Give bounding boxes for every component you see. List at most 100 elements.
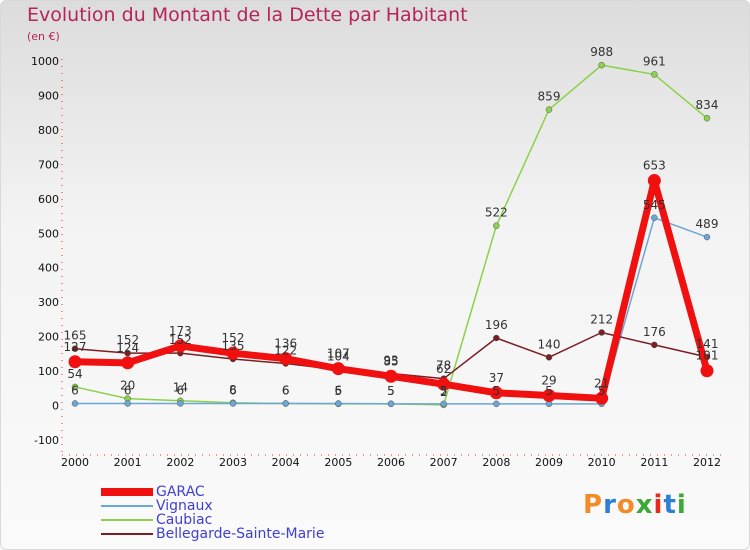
y-tick-label: 200 <box>38 331 59 344</box>
data-point-garac <box>489 386 503 400</box>
data-point-garac <box>384 369 398 383</box>
data-label-garac: 37 <box>489 371 504 385</box>
data-point-garac <box>279 352 293 366</box>
data-point-vignaux <box>229 400 237 407</box>
logo-letter: i <box>676 490 687 520</box>
data-label-vignaux: 6 <box>177 383 185 397</box>
data-point-vignaux <box>440 400 447 408</box>
data-label-vignaux: 5 <box>493 384 501 398</box>
data-point-vignaux <box>493 400 500 408</box>
data-point-garac <box>595 391 609 405</box>
y-tick-label: 400 <box>38 262 59 275</box>
data-point-bellegarde-sainte-marie <box>598 329 605 336</box>
data-label-bellegarde-sainte-marie: 212 <box>590 313 613 327</box>
data-point-vignaux <box>124 400 131 407</box>
data-point-caubiac <box>71 383 79 391</box>
data-point-vignaux <box>282 400 289 407</box>
data-label-garac: 124 <box>116 341 139 355</box>
data-label-vignaux: 6 <box>229 383 237 397</box>
data-point-bellegarde-sainte-marie <box>124 349 131 357</box>
series-layer <box>68 61 714 409</box>
data-label-garac: 127 <box>64 340 87 354</box>
data-label-vignaux: 489 <box>696 217 719 231</box>
data-label-caubiac: 961 <box>643 54 666 68</box>
data-label-vignaux: 6 <box>71 383 79 397</box>
legend-label: Vignaux <box>156 498 213 514</box>
data-label-caubiac: 20 <box>120 379 135 393</box>
data-point-vignaux <box>335 400 342 407</box>
data-point-garac <box>700 364 714 378</box>
data-point-garac <box>331 362 345 376</box>
legend-swatch <box>101 505 153 507</box>
x-tick-label: 2007 <box>430 456 458 469</box>
x-tick-label: 2004 <box>272 456 300 469</box>
data-label-garac: 152 <box>222 331 245 345</box>
x-tick-label: 2011 <box>640 456 668 469</box>
data-label-caubiac: 6 <box>282 383 290 397</box>
data-point-caubiac <box>651 71 658 78</box>
data-label-garac: 173 <box>169 324 192 338</box>
data-label-caubiac: 522 <box>485 206 508 220</box>
data-label-garac: 107 <box>327 347 350 361</box>
chart-title: Evolution du Montant de la Dette par Hab… <box>27 4 468 26</box>
data-label-bellegarde-sainte-marie: 122 <box>274 344 297 358</box>
data-point-vignaux <box>177 400 184 407</box>
logo-letter: o <box>616 490 636 520</box>
x-tick-label: 2012 <box>693 456 721 469</box>
logo-letter: t <box>663 490 677 520</box>
data-point-vignaux <box>651 214 658 222</box>
data-label-bellegarde-sainte-marie: 78 <box>436 359 451 373</box>
x-tick-label: 2005 <box>324 456 352 469</box>
y-tick-label: 600 <box>38 193 59 206</box>
data-point-garac <box>437 377 451 391</box>
data-point-garac <box>68 355 82 369</box>
legend-swatch <box>101 519 153 521</box>
data-label-bellegarde-sainte-marie: 104 <box>327 350 350 364</box>
data-point-vignaux <box>387 400 395 408</box>
y-tick-label: 500 <box>38 227 59 240</box>
data-point-garac <box>173 339 187 353</box>
legend-swatch <box>101 533 153 535</box>
data-label-vignaux: 545 <box>643 198 666 212</box>
data-label-bellegarde-sainte-marie: 152 <box>116 333 139 347</box>
y-tick-label: 100 <box>38 365 59 378</box>
x-tick-label: 2009 <box>535 456 563 469</box>
data-label-caubiac: 2 <box>440 385 448 399</box>
axes: -100 0 100 200 300 400 500 600 700 800 900 1000 2000… <box>31 55 727 469</box>
data-point-vignaux <box>71 400 79 407</box>
data-label-bellegarde-sainte-marie: 165 <box>64 329 87 343</box>
data-label-caubiac: 988 <box>590 45 613 59</box>
data-label-bellegarde-sainte-marie: 135 <box>222 339 245 353</box>
data-label-vignaux: 6 <box>124 383 132 397</box>
data-point-garac <box>121 356 135 370</box>
data-point-caubiac <box>703 114 711 122</box>
x-tick-label: 2000 <box>61 456 89 469</box>
data-point-garac <box>226 346 240 360</box>
data-label-bellegarde-sainte-marie: 196 <box>485 318 508 332</box>
data-label-caubiac: 5 <box>335 384 343 398</box>
data-point-garac <box>542 389 556 403</box>
data-label-garac: 29 <box>541 374 556 388</box>
y-tick-label: 800 <box>38 124 59 137</box>
legend-label: GARAC <box>156 484 205 500</box>
data-point-bellegarde-sainte-marie <box>651 341 658 349</box>
data-label-garac: 21 <box>594 376 609 390</box>
data-label-garac: 653 <box>643 159 666 173</box>
data-label-bellegarde-sainte-marie: 140 <box>538 337 561 351</box>
data-point-bellegarde-sainte-marie <box>71 345 79 352</box>
legend-swatch <box>101 488 153 496</box>
data-point-bellegarde-sainte-marie <box>545 354 553 361</box>
data-point-garac <box>647 174 661 188</box>
x-tick-label: 2006 <box>377 456 405 469</box>
logo-letter: r <box>603 490 617 520</box>
data-label-caubiac: 5 <box>387 384 395 398</box>
y-tick-label: 700 <box>38 158 59 171</box>
data-label-garac: 62 <box>436 362 451 376</box>
legend-label: Caubiac <box>156 512 213 528</box>
data-label-caubiac: 14 <box>173 381 188 395</box>
data-label-vignaux: 5 <box>440 384 448 398</box>
data-label-garac: 101 <box>696 349 719 363</box>
